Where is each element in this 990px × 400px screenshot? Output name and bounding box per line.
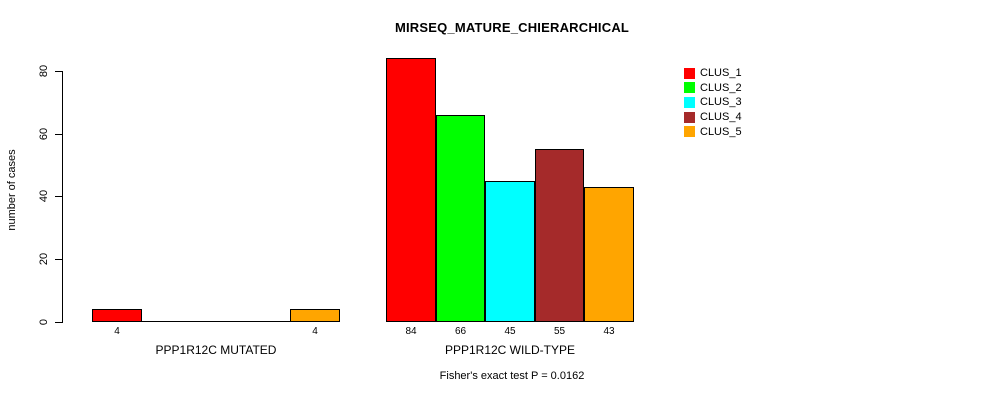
fisher-test-annotation: Fisher's exact test P = 0.0162: [439, 370, 585, 382]
bar-clus_5-group0: [290, 309, 340, 322]
legend-item: CLUS_4: [684, 110, 742, 125]
group-label-mutated: PPP1R12C MUTATED: [155, 343, 277, 357]
bar-value-label: 43: [603, 326, 615, 337]
bar-value-label: 66: [454, 326, 467, 337]
zero-bar-clus_3-group0: [191, 321, 241, 322]
zero-bar-clus_2-group0: [142, 321, 191, 322]
legend-color-swatch: [684, 126, 695, 138]
bar-clus_4-group1: [535, 149, 584, 322]
y-tick-label: 0: [38, 318, 50, 326]
y-tick: [55, 259, 62, 260]
bar-value-label: 84: [405, 326, 417, 337]
chart-title: MIRSEQ_MATURE_CHIERARCHICAL: [394, 20, 630, 35]
y-tick: [55, 322, 62, 323]
legend-color-swatch: [684, 111, 695, 123]
legend-item: CLUS_3: [684, 95, 742, 110]
bar-clus_1-group1: [386, 58, 436, 322]
y-tick: [55, 196, 62, 197]
y-tick: [55, 134, 62, 135]
bar-clus_5-group1: [584, 187, 634, 322]
bar-value-label: 45: [504, 326, 516, 337]
bar-clus_1-group0: [92, 309, 142, 322]
y-axis-line: [62, 71, 63, 323]
legend: CLUS_1 CLUS_2 CLUS_3 CLUS_4 CLUS_5: [684, 66, 742, 139]
legend-color-swatch: [684, 82, 695, 94]
legend-item: CLUS_5: [684, 124, 742, 139]
legend-label: CLUS_5: [700, 125, 742, 138]
y-tick: [55, 71, 62, 72]
legend-color-swatch: [684, 96, 695, 108]
y-tick-label: 80: [38, 64, 50, 78]
group-label-wild-type: PPP1R12C WILD-TYPE: [444, 343, 576, 357]
bar-clus_2-group1: [436, 115, 485, 322]
legend-label: CLUS_4: [700, 111, 742, 124]
y-tick-label: 40: [38, 189, 50, 203]
y-tick-label: 20: [38, 252, 50, 266]
bar-clus_3-group1: [485, 181, 535, 322]
bar-value-label: 4: [312, 326, 318, 337]
legend-color-swatch: [684, 67, 695, 79]
legend-item: CLUS_1: [684, 66, 742, 81]
legend-label: CLUS_3: [700, 96, 742, 109]
legend-label: CLUS_2: [700, 81, 742, 94]
bar-value-label: 4: [114, 326, 120, 337]
y-tick-label: 60: [38, 127, 50, 141]
zero-bar-clus_4-group0: [241, 321, 290, 322]
legend-item: CLUS_2: [684, 81, 742, 96]
legend-label: CLUS_1: [700, 67, 742, 80]
bar-value-label: 55: [553, 326, 566, 337]
